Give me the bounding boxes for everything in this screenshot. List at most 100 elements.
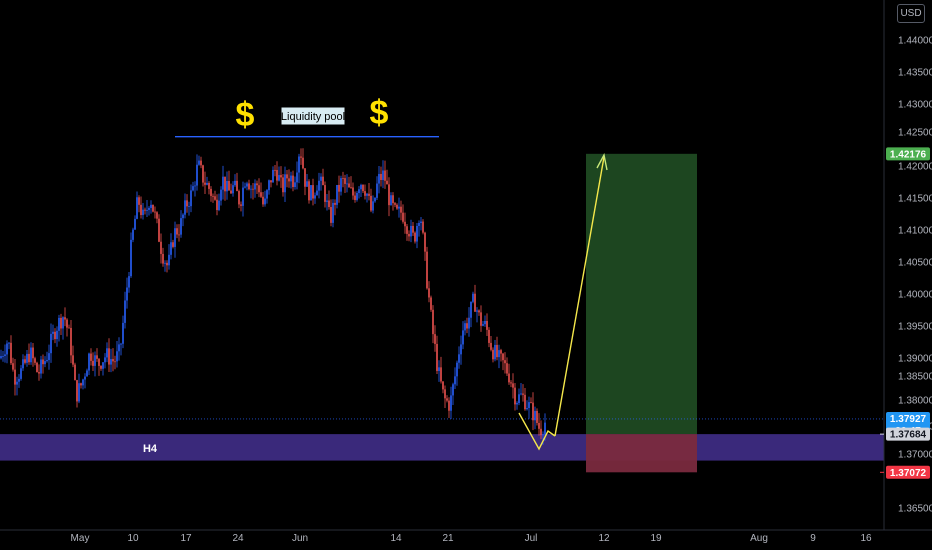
overlay-layer	[175, 136, 608, 451]
candle-body	[526, 408, 528, 410]
candle-body	[292, 175, 294, 188]
candle-body	[358, 189, 360, 194]
price-badge-label: 1.37072	[890, 468, 927, 479]
candle-body	[140, 204, 142, 216]
candle-body	[104, 357, 106, 363]
candle-body	[164, 262, 166, 264]
candle-body	[322, 176, 324, 186]
candle-body	[512, 383, 514, 388]
currency-selector[interactable]: USD	[897, 4, 925, 23]
price-badge-label: 1.42176	[890, 149, 927, 160]
candle-body	[398, 206, 400, 209]
candle-body	[144, 209, 146, 211]
candle-body	[254, 183, 256, 190]
candle-body	[300, 156, 302, 158]
candle-body	[428, 288, 430, 298]
candle-body	[460, 344, 462, 355]
candle-body	[4, 354, 6, 357]
candle-body	[262, 196, 264, 205]
candle-body	[130, 239, 132, 277]
time-axis[interactable]: May 10 17 24 Jun 14 21 Jul 12 19 Aug 9 16	[0, 529, 932, 544]
time-tick-label: May	[71, 533, 90, 544]
price-tick-label: 1.37000	[898, 450, 932, 461]
candle-body	[484, 321, 486, 325]
candle-body	[336, 184, 338, 205]
candle-body	[56, 330, 58, 340]
price-tick-label: 1.43500	[898, 68, 932, 79]
price-tick-label: 1.44000	[898, 36, 932, 47]
candle-body	[426, 251, 428, 289]
candle-body	[70, 327, 72, 356]
price-tick-label: 1.41000	[898, 226, 932, 237]
candle-body	[306, 181, 308, 187]
candle-body	[374, 197, 376, 202]
candle-body	[228, 181, 230, 191]
liquidity-pool-label: Liquidity pool	[281, 111, 345, 123]
candle-body	[392, 195, 394, 204]
liquidity-pool-box	[280, 106, 346, 126]
candle-body	[488, 329, 490, 343]
price-tick-label: 1.38000	[898, 396, 932, 407]
candle-body	[208, 182, 210, 189]
candle-body	[440, 367, 442, 382]
candle-body	[2, 356, 4, 357]
candle-body	[232, 185, 234, 194]
candle-body	[192, 186, 194, 191]
candle-body	[162, 253, 164, 264]
candle-body	[32, 347, 34, 359]
candle-body	[280, 175, 282, 178]
candle-body	[252, 188, 254, 190]
candle-body	[124, 300, 126, 323]
candle-body	[514, 387, 516, 405]
candle-body	[334, 202, 336, 205]
candle-body	[54, 331, 56, 340]
candle-body	[152, 204, 154, 212]
candle-body	[506, 363, 508, 374]
candle-body	[136, 197, 138, 219]
candle-body	[342, 178, 344, 179]
price-axis[interactable]: 1.44000 1.43500 1.43000 1.42500 1.42000 1.415…	[883, 0, 932, 530]
candle-body	[84, 376, 86, 380]
candle-body	[346, 183, 348, 185]
candle-body	[24, 359, 26, 363]
candle-body	[200, 160, 202, 166]
zone-label-h4: H4	[143, 443, 158, 455]
candle-body	[498, 350, 500, 358]
candle-body	[196, 164, 198, 186]
price-tick-label: 1.42000	[898, 162, 932, 173]
candle-body	[96, 355, 98, 359]
candle-body	[20, 368, 22, 379]
candle-body	[308, 181, 310, 201]
candle-body	[218, 200, 220, 211]
time-tick-label: 19	[650, 533, 662, 544]
projection-arrow-head	[596, 152, 608, 171]
candle-body	[214, 196, 216, 200]
candle-body	[370, 195, 372, 211]
candle-body	[520, 393, 522, 395]
candle-body	[396, 204, 398, 209]
candle-body	[414, 232, 416, 242]
candle-body	[26, 353, 28, 363]
candle-body	[528, 402, 530, 409]
candle-body	[400, 206, 402, 213]
candle-body	[542, 434, 544, 436]
candle-body	[126, 287, 128, 301]
candle-body	[258, 185, 260, 193]
candle-body	[238, 191, 240, 205]
candle-body	[282, 177, 284, 193]
candle-body	[486, 321, 488, 330]
candle-body	[294, 182, 296, 188]
candle-body	[170, 242, 172, 255]
time-tick-label: 17	[180, 533, 192, 544]
candle-body	[432, 309, 434, 335]
candle-body	[430, 297, 432, 310]
candle-body	[272, 169, 274, 183]
candle-body	[518, 394, 520, 403]
candle-body	[338, 184, 340, 192]
candle-body	[504, 360, 506, 364]
candle-body	[0, 356, 2, 359]
candle-body	[278, 175, 280, 181]
